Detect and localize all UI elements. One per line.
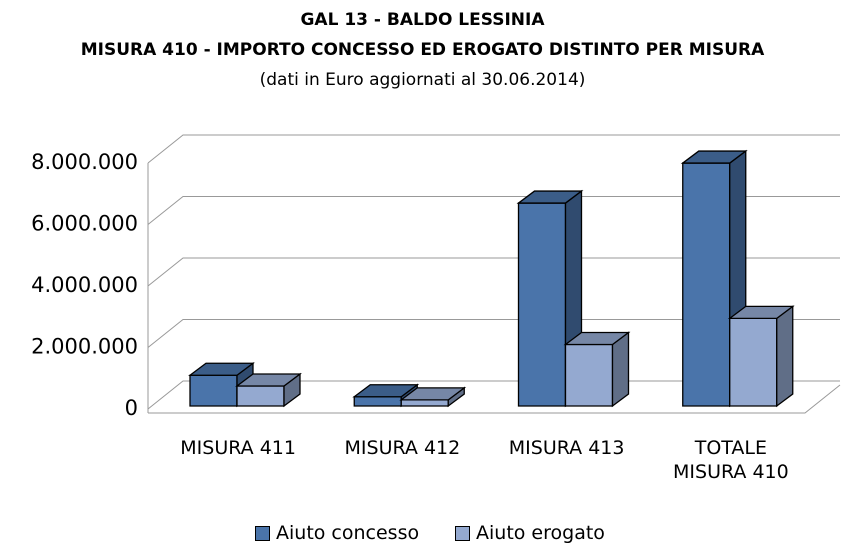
legend-label: Aiuto concesso	[276, 522, 420, 544]
x-tick-label: MISURA 411	[180, 437, 296, 459]
grid-line	[147, 257, 840, 287]
bar-face	[399, 387, 467, 401]
legend-swatch	[255, 525, 270, 541]
chart-subtitle: MISURA 410 - IMPORTO CONCESSO ED EROGATO…	[80, 40, 765, 60]
chart-title: GAL 13 - BALDO LESSINIA	[300, 10, 545, 30]
legend-item: Aiuto erogato	[455, 522, 605, 544]
bar-face	[235, 373, 302, 387]
bar-face	[236, 385, 285, 407]
legend-item: Aiuto concesso	[255, 522, 419, 544]
bar-face	[611, 331, 630, 408]
bar-face	[729, 317, 778, 407]
y-tick-label: 0	[125, 396, 138, 420]
grid-line	[147, 196, 840, 225]
bar	[399, 386, 467, 408]
y-tick-label: 6.000.000	[31, 212, 138, 236]
x-tick-label: MISURA 412	[344, 437, 461, 459]
bar-face	[776, 305, 794, 408]
bar-face	[189, 374, 238, 407]
floor	[148, 384, 841, 414]
legend-label: Aiuto erogato	[476, 522, 605, 544]
y-tick-label: 8.000.000	[31, 150, 138, 174]
bar-face	[682, 162, 731, 407]
y-tick-label: 2.000.000	[31, 335, 138, 359]
bar-face	[727, 305, 795, 320]
bar-face	[188, 362, 255, 376]
y-tick-label: 4.000.000	[31, 273, 138, 297]
bar	[235, 372, 302, 408]
grid-line	[147, 134, 840, 164]
bar-face	[564, 343, 614, 407]
bar-face	[517, 202, 567, 407]
bar-face	[352, 384, 420, 398]
bar-face	[516, 190, 584, 204]
x-tick-label: TOTALE MISURA 410	[673, 437, 789, 483]
grid-line	[147, 319, 840, 348]
legend-swatch	[455, 525, 470, 541]
chart-note: (dati in Euro aggiornati al 30.06.2014)	[259, 70, 586, 90]
bar-face	[680, 150, 748, 164]
x-tick-label: MISURA 413	[508, 437, 625, 459]
bar-face	[400, 399, 449, 407]
bar-face	[563, 331, 631, 346]
bar-face	[353, 396, 402, 407]
bar	[727, 305, 795, 408]
bar	[563, 331, 631, 408]
